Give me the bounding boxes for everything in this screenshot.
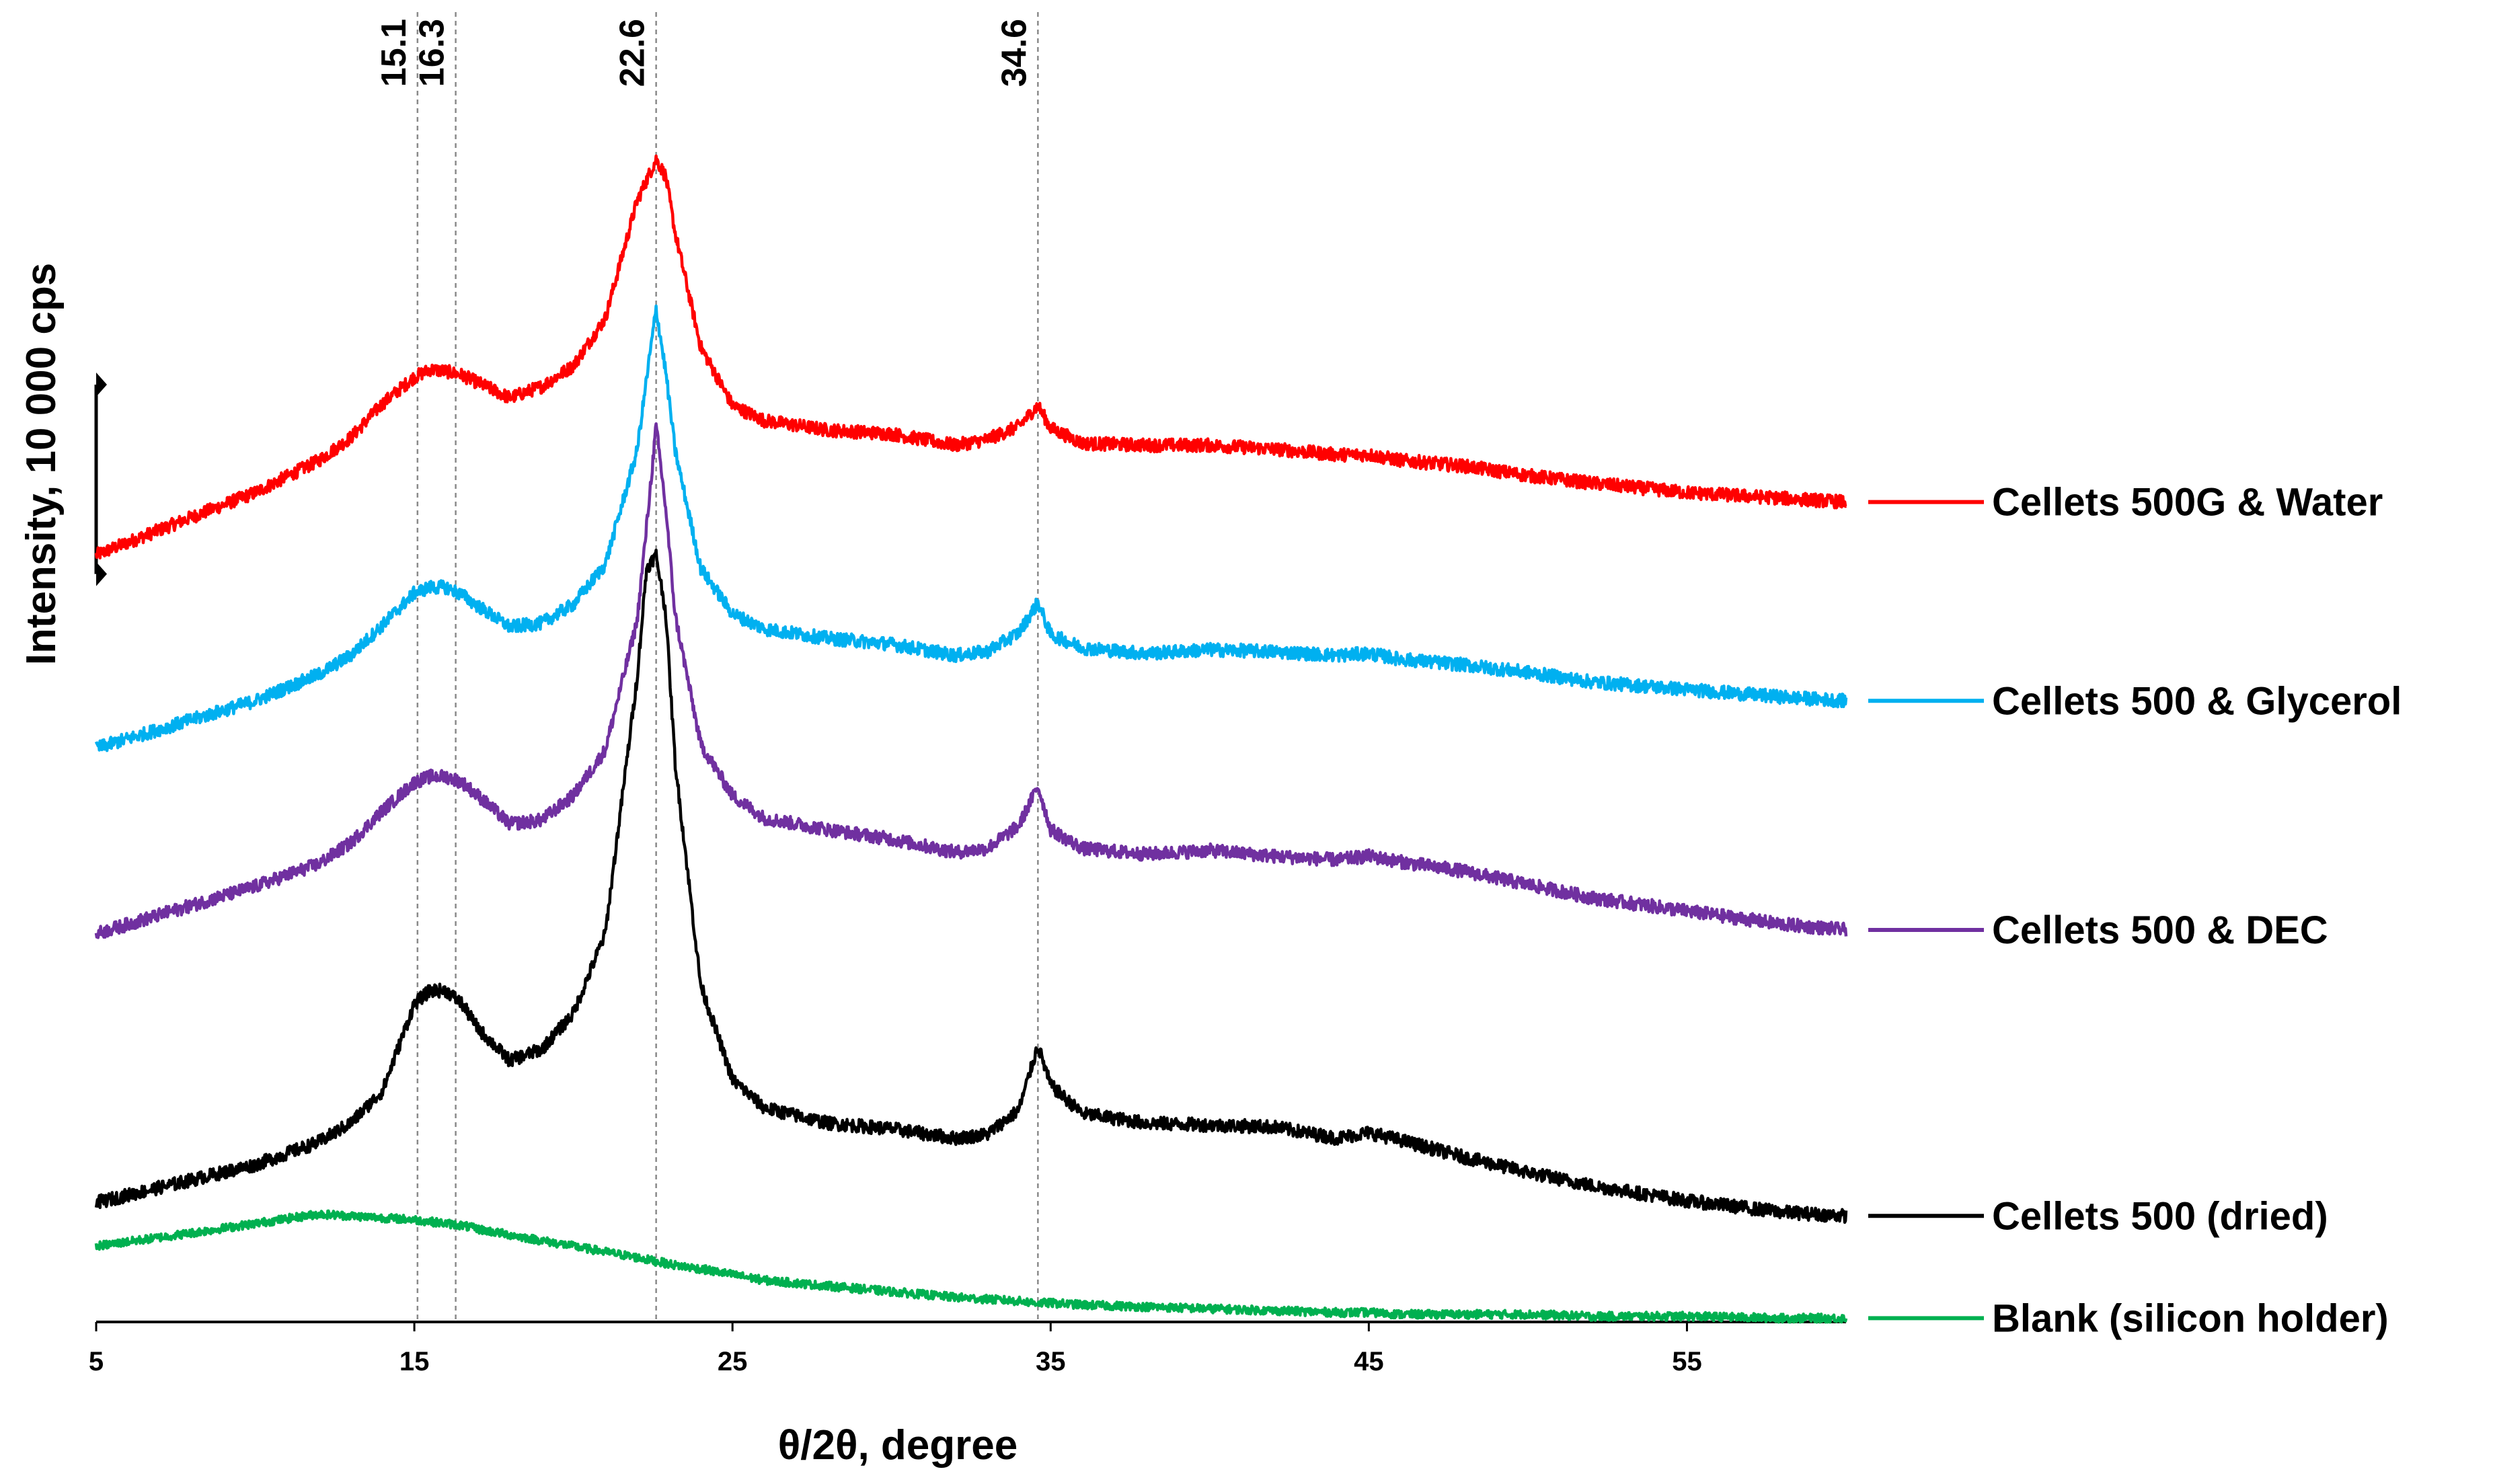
legend-label: Cellets 500 (dried) xyxy=(1992,1194,2328,1238)
legend-label: Cellets 500 & DEC xyxy=(1992,908,2328,952)
x-axis-title: θ/2θ, degree xyxy=(778,1422,1018,1469)
series-line xyxy=(94,548,1848,1224)
x-tick-label: 15 xyxy=(399,1347,430,1376)
legend-label: Cellets 500G & Water xyxy=(1992,481,2383,524)
peak-label: 16.3 xyxy=(413,19,452,87)
peak-label: 22.6 xyxy=(613,19,652,87)
series-line xyxy=(94,154,1847,559)
peak-reference-lines: 15.116.3 22.6 34.6 xyxy=(375,12,1039,1322)
y-scale-bar xyxy=(94,373,107,586)
y-scale-arrowhead xyxy=(96,561,107,586)
series-line xyxy=(94,304,1848,752)
peak-label: 34.6 xyxy=(995,19,1034,87)
legend-label: Blank (silicon holder) xyxy=(1992,1296,2389,1340)
y-scale-arrowhead xyxy=(96,373,107,397)
x-axis-ticks: 5 15 25 35 45 55 xyxy=(89,1322,1702,1376)
x-tick-label: 45 xyxy=(1354,1347,1384,1376)
x-tick-label: 35 xyxy=(1036,1347,1066,1376)
legend-label: Cellets 500 & Glycerol xyxy=(1992,679,2402,723)
series-line xyxy=(94,422,1848,939)
series-lines xyxy=(94,154,1848,1324)
peak-label: 15.1 xyxy=(375,19,414,87)
x-tick-label: 55 xyxy=(1672,1347,1702,1376)
legend: Cellets 500G & Water Cellets 500 & Glycer… xyxy=(1868,481,2402,1340)
y-axis-title: Intensity, 10 000 cps xyxy=(18,263,65,665)
x-tick-label: 5 xyxy=(89,1347,104,1376)
series-line xyxy=(94,1209,1848,1324)
x-tick-label: 25 xyxy=(718,1347,748,1376)
